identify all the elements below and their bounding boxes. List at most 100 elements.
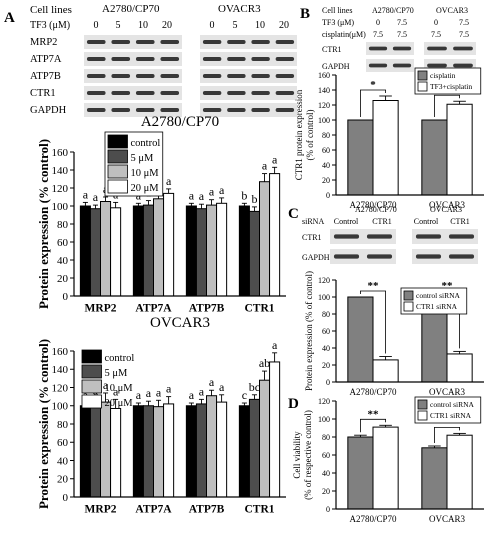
chart-d-ytick-label-120: 120 <box>318 397 330 406</box>
blot-a-gapdh-left-bg <box>84 103 182 117</box>
blot-c-gapdh-right-bg <box>412 249 478 264</box>
blot-a-gapdh-left-band-4 <box>160 108 180 112</box>
blot-b-ctr1-left-band-2 <box>392 46 412 51</box>
chart-a_top-legend-swatch-control <box>107 134 128 149</box>
chart-a_top-xtick-label-atp7a: ATP7A <box>135 303 172 315</box>
blot-a-ctr1-left-band-2 <box>111 91 131 95</box>
chart-b-sig-mark-a2780-cp70: * <box>370 79 376 91</box>
chart-d-cell-viability: 020406080100120**A2780/CP70**OVCAR3Cell … <box>292 396 484 524</box>
chart-d-bar-ctr1-sirna-a2780-cp70 <box>372 426 399 510</box>
blot-a-atp7a-left-bg <box>84 52 182 66</box>
blot-a-cell-line-2: OVACR3 <box>218 3 261 15</box>
chart-b-xtick-label-ovcar3: OVCAR3 <box>429 200 466 210</box>
chart-a_top-letter-control-mrp2: a <box>83 187 89 201</box>
chart-a_top-ytick-label-60: 60 <box>57 237 69 249</box>
panel-c-western-blot: C siRNA A2780/CP70 OVCAR3 Control CTR1 Con… <box>288 205 478 264</box>
chart-a_top-bar-20-m-mrp2 <box>110 207 122 297</box>
chart-b-sig-bracket-ovcar3 <box>434 94 460 117</box>
chart-c-bar-control-sirna-a2780-cp70 <box>347 296 374 383</box>
chart-a_top-legend-label-control: control <box>131 138 161 149</box>
chart-a_bottom-ytick-label-20: 20 <box>57 474 69 486</box>
chart-a_bottom-bar-5-m-atp7b <box>195 403 207 498</box>
chart-a_bottom-legend-swatch-control <box>81 349 102 364</box>
blot-b-ctr1-right-band-1 <box>427 46 447 51</box>
blot-a-mrp2-right-band-3 <box>251 40 270 44</box>
chart-c-bar-ctr1-sirna-ovcar3 <box>446 353 473 383</box>
blot-a-ctr1-right-band-2 <box>227 91 246 95</box>
blot-b-ctr1-left-band-1 <box>368 46 388 51</box>
blot-c-condition-2: CTR1 <box>372 217 392 226</box>
blot-a-atp7a-right-band-4 <box>275 57 295 61</box>
chart-d-ytick-label-0: 0 <box>326 505 330 514</box>
blot-a-atp7b-right-band-3 <box>251 74 270 78</box>
blot-a-ctr1-left-band-4 <box>160 91 180 95</box>
blot-c-gapdh-left-band-1 <box>333 254 360 259</box>
chart-a_bottom-ytick-label-0: 0 <box>63 492 69 504</box>
blot-a-dose-1: 0 <box>94 20 99 31</box>
blot-b-tf3-value-3: 0 <box>434 18 438 27</box>
chart-c-ytick-label-120: 120 <box>318 276 330 285</box>
chart-a_bottom-bar-5-m-mrp2 <box>89 403 101 498</box>
chart-a_bottom-letter-20-m-ctr1: a <box>272 338 278 352</box>
chart-a_bottom-bar-20-m-atp7a <box>163 403 175 498</box>
blot-a-ctr1-left-band-3 <box>135 91 155 95</box>
chart-a_bottom-letter-10-m-atp7a: a <box>156 385 162 399</box>
chart-a_top-legend-label-5-m: 5 μM <box>131 153 155 164</box>
blot-c-condition-4: CTR1 <box>450 217 470 226</box>
chart-c-ylabel: Protein expression (% of control) <box>304 271 314 391</box>
chart-a_top-ytick-label-140: 140 <box>52 165 69 177</box>
chart-a_bottom-legend-swatch-20-m <box>81 394 102 409</box>
chart-c-sig-bracket-a2780-cp70 <box>360 290 386 354</box>
blot-c-condition-1: Control <box>334 217 359 226</box>
chart-c-sig-mark-ovcar3: ** <box>442 280 454 292</box>
chart-b-ytick-label-100: 100 <box>318 116 330 125</box>
chart-a_top-bar-5-m-ctr1 <box>248 210 260 297</box>
chart-a_top-letter-20-m-atp7b: a <box>219 183 225 197</box>
chart-a_bottom-legend-label-10-m: 10 μM <box>105 383 134 394</box>
blot-a-gapdh-right-band-4 <box>275 108 295 112</box>
chart-a_top-bar-control-atp7b <box>185 205 197 297</box>
blot-a-ctr1-right-bg <box>200 86 297 100</box>
blot-b-tf3-value-1: 0 <box>376 18 380 27</box>
chart-d-legend: control siRNA CTR1 siRNA <box>414 396 482 424</box>
blot-a-atp7b-left-bg <box>84 69 182 83</box>
chart-c-legend-swatch-ctr1-sirna <box>403 301 414 312</box>
chart-a_top-legend-swatch-5-m <box>107 149 128 164</box>
chart-a_bottom-letter-5-m-atp7b: a <box>199 384 205 398</box>
blot-a-atp7a-right-band-2 <box>227 57 246 61</box>
blot-a-atp7b-left-band-2 <box>111 74 131 78</box>
blot-a-atp7b-left-band-4 <box>160 74 180 78</box>
chart-a_top-xtick-label-mrp2: MRP2 <box>85 303 117 315</box>
chart-d-ytick-label-80: 80 <box>322 433 330 442</box>
blot-a-mrp2-right-band-2 <box>227 40 246 44</box>
blot-a-gapdh-right-bg <box>200 103 297 117</box>
blot-a-ctr1-left-bg <box>84 86 182 100</box>
blot-a-atp7a-left-band-2 <box>111 57 131 61</box>
chart-b-bar-cisplatin-a2780-cp70 <box>347 119 374 196</box>
chart-a_bottom-legend-swatch-10-m <box>81 379 102 394</box>
blot-c-ctr1-right-bg <box>412 229 478 244</box>
blot-a-gapdh-left-band-2 <box>111 108 131 112</box>
blot-b-ctr1-right-bg <box>424 42 476 55</box>
chart-a_top-legend-swatch-20-m <box>107 179 128 194</box>
chart-d-legend-swatch-control-sirna <box>417 399 428 410</box>
chart-a_top-letter-10-m-atp7b: a <box>209 185 215 199</box>
chart-a_bottom-legend-swatch-5-m <box>81 364 102 379</box>
chart-a_bottom-bar-control-atp7a <box>132 405 144 498</box>
blot-c-condition-3: Control <box>414 217 439 226</box>
chart-a_bottom-ytick-label-80: 80 <box>57 419 69 431</box>
chart-a_bottom-bar-10-m-atp7a <box>153 406 165 498</box>
blot-a-mrp2-right-bg <box>200 35 297 49</box>
blot-a-mrp2-left-band-4 <box>160 40 180 44</box>
blot-a-ctr1-right-band-3 <box>251 91 270 95</box>
chart-a_bottom-bar-10-m-mrp2 <box>100 401 112 498</box>
chart-a_top-legend-label-20-m: 20 μM <box>131 183 160 194</box>
chart-a_bottom-ytick-label-100: 100 <box>52 401 69 413</box>
chart-b-bar-tf3-cisplatin-ovcar3 <box>446 103 473 196</box>
blot-a-label-gapdh: GAPDH <box>30 105 67 116</box>
chart-a_top-letter-20-m-ctr1: a <box>272 152 278 166</box>
chart-a_top-legend-label-10-m: 10 μM <box>131 168 160 179</box>
blot-c-gapdh-right-band-1 <box>415 254 442 259</box>
chart-a_top-bar-20-m-ctr1 <box>269 173 281 297</box>
